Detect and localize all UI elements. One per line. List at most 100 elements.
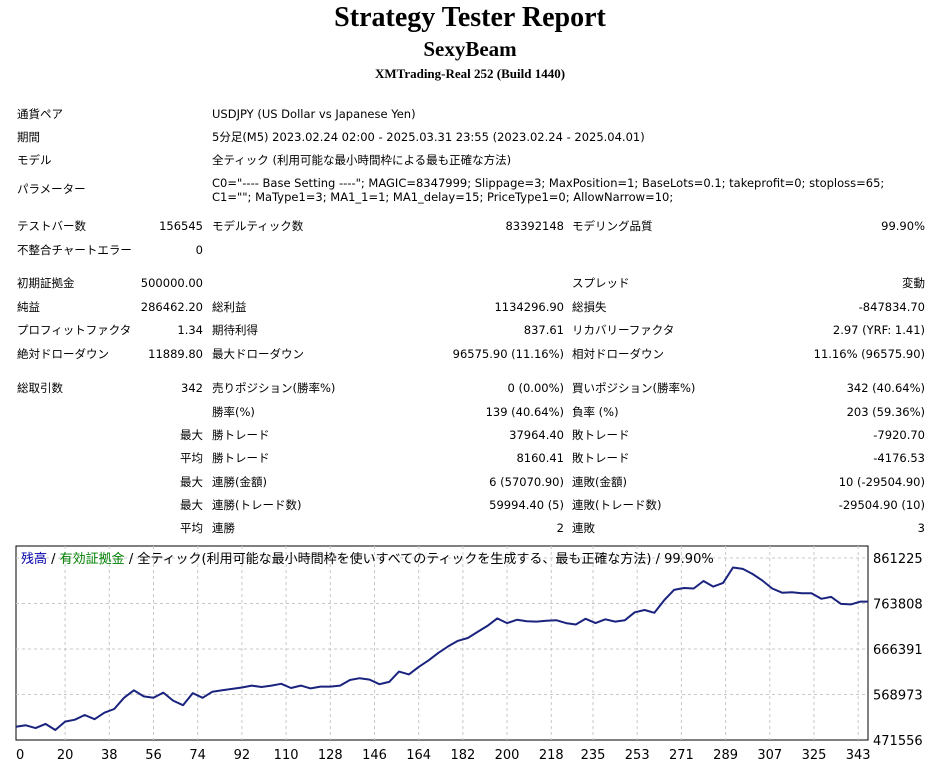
quality-label: モデリング品質 bbox=[572, 219, 653, 233]
x-tick-label: 218 bbox=[539, 748, 564, 763]
trades-label: 総取引数 bbox=[17, 381, 63, 395]
gross-loss-value: -847834.70 bbox=[858, 300, 925, 314]
x-tick-label: 110 bbox=[274, 748, 299, 763]
x-tick-label: 20 bbox=[57, 748, 74, 763]
largest-win-value: 37964.40 bbox=[509, 428, 564, 442]
deposit-value: 500000.00 bbox=[140, 276, 203, 290]
y-tick-label: 568973 bbox=[873, 689, 923, 704]
largest-win-label: 勝トレード bbox=[212, 428, 270, 442]
cons-loss-label: 連敗(トレード数) bbox=[572, 498, 662, 512]
gross-profit-value: 1134296.90 bbox=[494, 300, 564, 314]
x-tick-label: 253 bbox=[625, 748, 650, 763]
x-tick-label: 271 bbox=[669, 748, 694, 763]
average-label: 平均 bbox=[180, 451, 203, 465]
spread-label: スプレッド bbox=[572, 276, 630, 290]
net-value: 286462.20 bbox=[140, 300, 203, 314]
model-value: 全ティック (利用可能な最小時間枠による最も正確な方法) bbox=[212, 153, 512, 167]
legend-rest: / 全ティック(利用可能な最小時間枠を使いすべてのティックを生成する、最も正確な… bbox=[125, 551, 714, 567]
pf-label: プロフィットファクタ bbox=[17, 323, 132, 337]
avg-loss-value: -4176.53 bbox=[873, 451, 925, 465]
model-label: モデル bbox=[17, 153, 52, 167]
net-label: 純益 bbox=[17, 300, 40, 314]
y-tick-label: 763808 bbox=[873, 598, 923, 613]
cons-losses-amt-value: 10 (-29504.90) bbox=[838, 475, 925, 489]
recovery-label: リカバリーファクタ bbox=[572, 323, 675, 337]
abs-dd-value: 11889.80 bbox=[148, 347, 203, 361]
params-label: パラメーター bbox=[17, 182, 86, 196]
cons-profit-value: 59994.40 (5) bbox=[489, 498, 564, 512]
x-tick-label: 343 bbox=[846, 748, 871, 763]
plot-frame bbox=[15, 545, 869, 741]
avg-loss-label: 敗トレード bbox=[572, 451, 630, 465]
largest-loss-label: 敗トレード bbox=[572, 428, 630, 442]
win-rate-label: 勝率(%) bbox=[212, 405, 255, 419]
chart-svg: 残高 / 有効証拠金 / 全ティック(利用可能な最小時間枠を使いすべてのティック… bbox=[15, 545, 923, 763]
legend-equity: 有効証拠金 bbox=[60, 551, 125, 567]
rel-dd-label: 相対ドローダウン bbox=[572, 347, 664, 361]
x-tick-label: 235 bbox=[581, 748, 606, 763]
avg-win-label: 勝トレード bbox=[212, 451, 270, 465]
y-tick-label: 471556 bbox=[873, 734, 923, 749]
x-tick-label: 146 bbox=[362, 748, 387, 763]
cons-wins-amt-label: 連勝(金額) bbox=[212, 475, 267, 489]
avg-label-2: 平均 bbox=[180, 521, 203, 535]
x-tick-label: 128 bbox=[318, 748, 343, 763]
server-name: XMTrading-Real 252 (Build 1440) bbox=[374, 66, 566, 81]
cons-losses-amt-label: 連敗(金額) bbox=[572, 475, 627, 489]
expert-name: SexyBeam bbox=[423, 37, 517, 61]
balance-series-line bbox=[15, 566, 868, 731]
win-rate-value: 139 (40.64%) bbox=[485, 405, 564, 419]
cons-wins-amt-value: 6 (57070.90) bbox=[489, 475, 564, 489]
legend-sep: / bbox=[47, 552, 60, 567]
x-tick-label: 0 bbox=[16, 748, 24, 763]
period-label: 期間 bbox=[17, 130, 40, 144]
x-tick-label: 289 bbox=[713, 748, 738, 763]
recovery-value: 2.97 (YRF: 1.41) bbox=[832, 323, 925, 337]
chart-legend: 残高 / 有効証拠金 / 全ティック(利用可能な最小時間枠を使いすべてのティック… bbox=[21, 551, 714, 567]
loss-rate-value: 203 (59.36%) bbox=[846, 405, 925, 419]
period-value: 5分足(M5) 2023.02.24 02:00 - 2025.03.31 23… bbox=[212, 130, 645, 144]
avg-cons-loss-value: 3 bbox=[917, 521, 925, 535]
avg-cons-win-label: 連勝 bbox=[212, 521, 235, 535]
y-tick-label: 861225 bbox=[873, 552, 923, 567]
legend-balance: 残高 bbox=[21, 551, 47, 567]
cons-loss-value: -29504.90 (10) bbox=[838, 498, 925, 512]
balance-chart: 残高 / 有効証拠金 / 全ティック(利用可能な最小時間枠を使いすべてのティック… bbox=[15, 545, 940, 767]
max-dd-label: 最大ドローダウン bbox=[212, 347, 304, 361]
x-tick-label: 164 bbox=[406, 748, 431, 763]
quality-value: 99.90% bbox=[881, 219, 925, 233]
abs-dd-label: 絶対ドローダウン bbox=[17, 347, 109, 361]
report-title: Strategy Tester Report bbox=[334, 2, 606, 33]
trades-value: 342 bbox=[181, 381, 203, 395]
largest-label: 最大 bbox=[180, 428, 203, 442]
long-label: 買いポジション(勝率%) bbox=[572, 381, 696, 395]
x-tick-label: 307 bbox=[757, 748, 782, 763]
x-tick-label: 200 bbox=[495, 748, 520, 763]
short-label: 売りポジション(勝率%) bbox=[212, 381, 336, 395]
x-tick-label: 74 bbox=[189, 748, 206, 763]
x-tick-label: 56 bbox=[145, 748, 162, 763]
mismatch-label: 不整合チャートエラー bbox=[17, 243, 132, 257]
bars-label: テストバー数 bbox=[17, 219, 86, 233]
cons-profit-label: 連勝(トレード数) bbox=[212, 498, 302, 512]
y-tick-label: 666391 bbox=[873, 643, 923, 658]
ticks-value: 83392148 bbox=[505, 219, 564, 233]
symbol-label: 通貨ペア bbox=[17, 107, 63, 121]
x-tick-label: 92 bbox=[234, 748, 251, 763]
x-tick-label: 325 bbox=[802, 748, 827, 763]
pf-value: 1.34 bbox=[177, 323, 203, 337]
x-tick-labels: 0 20 38 56 74 92 110 128 146 164 182 200 218 235 253 27… bbox=[16, 748, 871, 763]
short-value: 0 (0.00%) bbox=[507, 381, 564, 395]
rel-dd-value: 11.16% (96575.90) bbox=[813, 347, 925, 361]
gross-profit-label: 総利益 bbox=[212, 300, 247, 314]
y-tick-labels: 861225 763808 666391 568973 471556 bbox=[873, 552, 923, 749]
largest-loss-value: -7920.70 bbox=[873, 428, 925, 442]
long-value: 342 (40.64%) bbox=[846, 381, 925, 395]
mismatch-value: 0 bbox=[195, 243, 203, 257]
loss-rate-label: 負率 (%) bbox=[572, 405, 619, 419]
avg-win-value: 8160.41 bbox=[516, 451, 564, 465]
symbol-value: USDJPY (US Dollar vs Japanese Yen) bbox=[212, 107, 416, 121]
gross-loss-label: 総損失 bbox=[572, 300, 607, 314]
max-label-1: 最大 bbox=[180, 475, 203, 489]
x-tick-label: 182 bbox=[450, 748, 475, 763]
